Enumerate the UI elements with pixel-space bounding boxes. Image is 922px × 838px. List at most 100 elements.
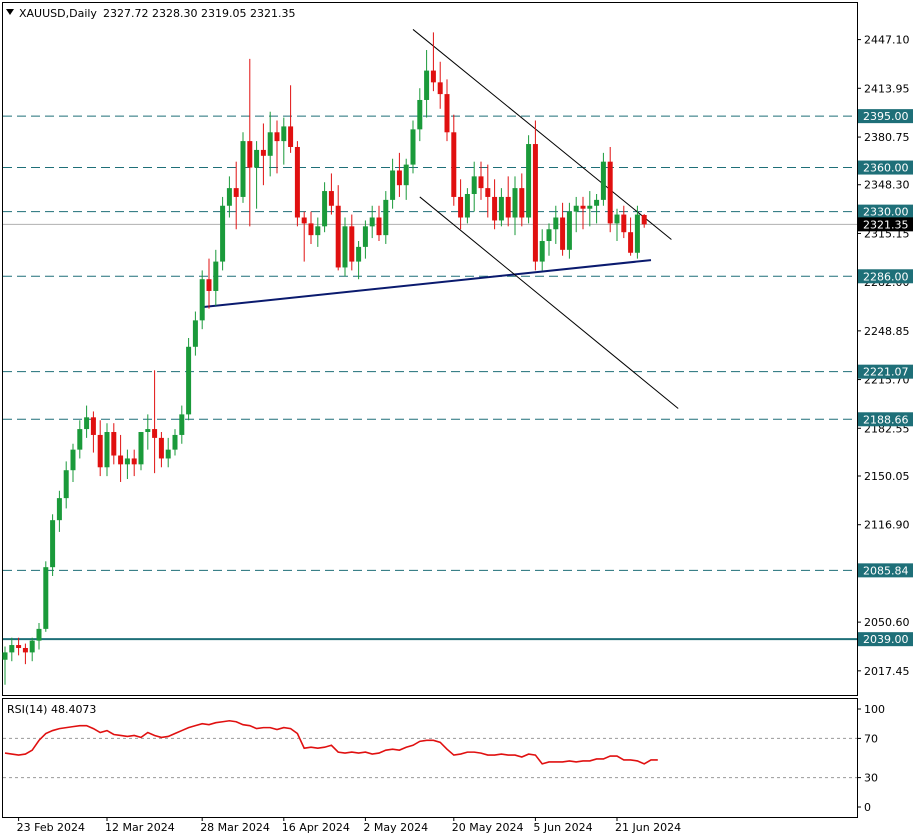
rsi-tick-label: 30 bbox=[864, 772, 878, 785]
candle-body bbox=[70, 449, 76, 471]
level-label-bg bbox=[858, 160, 913, 175]
candle-body bbox=[172, 434, 178, 450]
candle-body bbox=[376, 217, 382, 236]
candle-body bbox=[560, 217, 566, 250]
candle-body bbox=[390, 170, 396, 200]
price-tick-label: 2116.90 bbox=[864, 519, 910, 532]
horizontal-levels bbox=[3, 115, 857, 641]
level-label: 2039.00 bbox=[863, 633, 909, 646]
level-label: 2330.00 bbox=[863, 206, 909, 219]
price-tick-label: 2248.85 bbox=[864, 325, 910, 338]
candle-body bbox=[56, 498, 62, 521]
candle-body bbox=[220, 205, 226, 262]
triangle-down-icon[interactable] bbox=[6, 9, 14, 15]
candle-body bbox=[29, 640, 35, 653]
candle-body bbox=[444, 94, 450, 133]
candle-body bbox=[138, 432, 144, 465]
candle-body bbox=[226, 188, 232, 206]
candle-body bbox=[369, 217, 375, 227]
candle-body bbox=[505, 196, 511, 218]
level-label-bg bbox=[858, 632, 913, 647]
candle-body bbox=[410, 129, 416, 165]
candle-body bbox=[587, 205, 593, 209]
level-label-bg bbox=[858, 364, 913, 379]
candle-body bbox=[179, 414, 185, 435]
candle-body bbox=[607, 161, 613, 224]
rsi-line bbox=[4, 719, 658, 765]
candles bbox=[2, 32, 647, 685]
rsi-tick-label: 0 bbox=[864, 801, 871, 814]
candle-body bbox=[628, 232, 634, 253]
candle-body bbox=[288, 126, 294, 147]
candle-body bbox=[152, 429, 158, 438]
candle-body bbox=[260, 149, 266, 156]
price-tick-label: 2150.05 bbox=[864, 470, 910, 483]
candle-body bbox=[294, 146, 300, 218]
candle-body bbox=[614, 214, 620, 224]
candle-body bbox=[199, 279, 205, 321]
candle-body bbox=[131, 458, 137, 465]
candle-body bbox=[471, 176, 477, 194]
candle-body bbox=[634, 214, 640, 253]
price-tick-label: 2017.45 bbox=[864, 665, 910, 678]
level-label: 2395.00 bbox=[863, 110, 909, 123]
time-tick-label: 23 Feb 2024 bbox=[17, 821, 85, 834]
candle-body bbox=[104, 432, 110, 468]
candle-body bbox=[145, 429, 151, 433]
rsi-title: RSI(14) 48.4073 bbox=[7, 703, 96, 716]
channel-lower-trendline bbox=[419, 196, 679, 409]
candle-body bbox=[22, 647, 28, 653]
chart-ohlc: 2327.72 2328.30 2319.05 2321.35 bbox=[103, 7, 295, 20]
candle-body bbox=[526, 144, 532, 218]
candle-body bbox=[213, 261, 219, 291]
candle-body bbox=[247, 141, 253, 168]
level-labels: 2395.00 2360.00 2330.00 2286.00 2221.07 2188.… bbox=[858, 109, 913, 647]
level-label: 2188.66 bbox=[863, 413, 909, 426]
candle-body bbox=[36, 628, 42, 641]
rsi-tick-label: 70 bbox=[864, 732, 878, 745]
candle-body bbox=[165, 449, 171, 459]
candle-body bbox=[90, 417, 96, 435]
level-label-bg bbox=[858, 109, 913, 124]
candle-body bbox=[2, 652, 8, 660]
candle-body bbox=[580, 205, 586, 209]
candle-body bbox=[492, 196, 498, 221]
candle-body bbox=[111, 432, 117, 456]
time-tick-label: 21 Jun 2024 bbox=[615, 821, 681, 834]
candle-body bbox=[50, 520, 56, 568]
candle-body bbox=[424, 70, 430, 100]
candle-body bbox=[478, 176, 484, 189]
candle-body bbox=[566, 211, 572, 250]
candle-body bbox=[328, 191, 334, 206]
candle-body bbox=[621, 214, 627, 233]
level-label-bg bbox=[858, 563, 913, 578]
candle-body bbox=[383, 199, 389, 236]
main-plot-frame bbox=[2, 2, 858, 696]
current-price-bg bbox=[858, 217, 913, 232]
price-tick-label: 2447.10 bbox=[864, 34, 910, 47]
candle-body bbox=[546, 229, 552, 242]
level-label: 2360.00 bbox=[863, 162, 909, 175]
channel-upper-trendline bbox=[412, 29, 672, 240]
rsi-tick-label: 100 bbox=[864, 703, 885, 716]
candle-body bbox=[573, 205, 579, 212]
level-label-bg bbox=[858, 412, 913, 427]
candle-body bbox=[451, 132, 457, 197]
time-tick-label: 20 May 2024 bbox=[452, 821, 524, 834]
time-tick-label: 16 Apr 2024 bbox=[282, 821, 350, 834]
candle-body bbox=[458, 196, 464, 218]
price-axis: 2447.102413.952380.752348.302315.152282.… bbox=[857, 34, 910, 678]
level-label: 2221.07 bbox=[863, 366, 909, 379]
candle-body bbox=[498, 196, 504, 221]
candle-body bbox=[362, 226, 368, 247]
candle-body bbox=[594, 199, 600, 206]
candle-body bbox=[9, 645, 15, 653]
candle-body bbox=[403, 164, 409, 186]
candle-body bbox=[240, 141, 246, 197]
support-trendline bbox=[202, 259, 652, 309]
candle-body bbox=[124, 458, 130, 465]
candle-body bbox=[43, 567, 49, 629]
candle-body bbox=[308, 223, 314, 236]
